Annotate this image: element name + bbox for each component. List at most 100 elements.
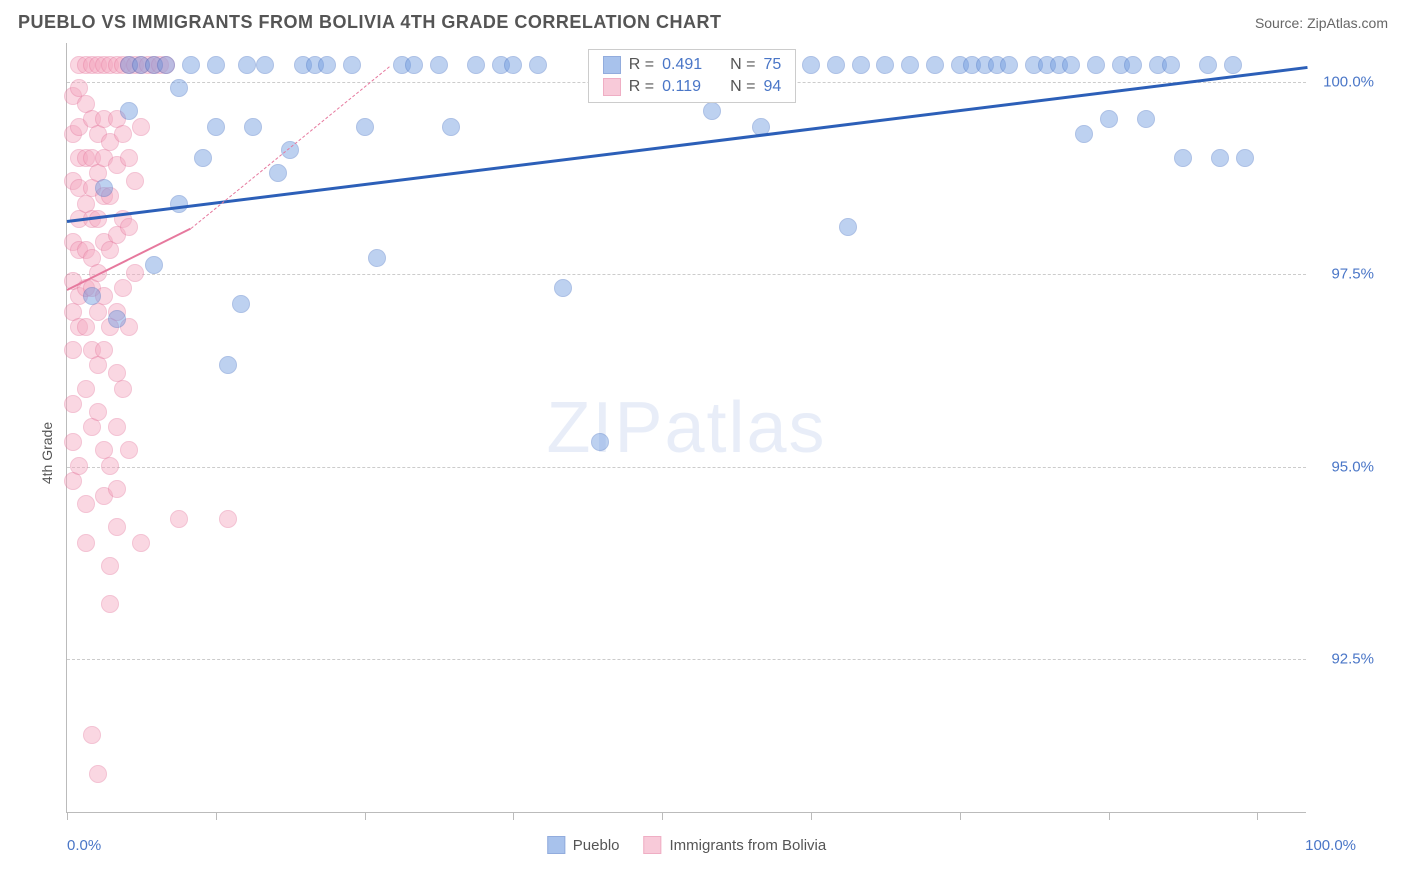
watermark-text: ZIPatlas (546, 387, 826, 469)
x-tick (67, 812, 68, 820)
x-axis-max-label: 100.0% (1305, 837, 1356, 854)
scatter-point (83, 418, 101, 436)
scatter-point (108, 310, 126, 328)
scatter-point (95, 341, 113, 359)
scatter-point (839, 218, 857, 236)
scatter-point (83, 726, 101, 744)
scatter-point (1162, 56, 1180, 74)
legend-swatch (547, 836, 565, 854)
x-axis-min-label: 0.0% (67, 837, 101, 854)
legend-row: R = 0.119 N = 94 (589, 76, 795, 98)
y-tick-label: 92.5% (1314, 651, 1374, 668)
scatter-point (114, 380, 132, 398)
scatter-point (1236, 149, 1254, 167)
scatter-point (926, 56, 944, 74)
scatter-point (356, 118, 374, 136)
scatter-point (132, 118, 150, 136)
plot-area: ZIPatlas 92.5%95.0%97.5%100.0%0.0%100.0%… (66, 43, 1306, 813)
scatter-point (1124, 56, 1142, 74)
scatter-point (108, 418, 126, 436)
scatter-point (827, 56, 845, 74)
legend-r-label: R = (629, 56, 654, 74)
scatter-point (101, 457, 119, 475)
scatter-point (1174, 149, 1192, 167)
scatter-point (126, 172, 144, 190)
x-tick (1109, 812, 1110, 820)
scatter-point (108, 518, 126, 536)
scatter-point (64, 395, 82, 413)
scatter-point (244, 118, 262, 136)
trend-line (191, 66, 390, 228)
scatter-point (120, 218, 138, 236)
scatter-point (1211, 149, 1229, 167)
scatter-point (591, 433, 609, 451)
scatter-point (901, 56, 919, 74)
scatter-point (64, 433, 82, 451)
scatter-point (89, 765, 107, 783)
scatter-point (120, 102, 138, 120)
x-tick (365, 812, 366, 820)
scatter-point (89, 303, 107, 321)
scatter-point (1137, 110, 1155, 128)
y-tick-label: 95.0% (1314, 458, 1374, 475)
x-tick (216, 812, 217, 820)
scatter-point (64, 472, 82, 490)
x-tick (1257, 812, 1258, 820)
scatter-point (170, 79, 188, 97)
scatter-point (318, 56, 336, 74)
scatter-point (194, 149, 212, 167)
correlation-legend: R =0.491N =75R =0.119N =94 (588, 49, 796, 103)
legend-swatch (603, 56, 621, 74)
chart-container: 4th Grade ZIPatlas 92.5%95.0%97.5%100.0%… (18, 43, 1388, 863)
scatter-point (442, 118, 460, 136)
scatter-point (89, 403, 107, 421)
scatter-point (281, 141, 299, 159)
x-tick (960, 812, 961, 820)
scatter-point (876, 56, 894, 74)
scatter-point (529, 56, 547, 74)
scatter-point (1224, 56, 1242, 74)
series-name: Pueblo (573, 837, 620, 854)
y-tick-label: 97.5% (1314, 266, 1374, 283)
scatter-point (256, 56, 274, 74)
scatter-point (170, 195, 188, 213)
series-legend-item: Immigrants from Bolivia (644, 836, 827, 854)
scatter-point (343, 56, 361, 74)
gridline-h (67, 659, 1306, 660)
scatter-point (1075, 125, 1093, 143)
series-name: Immigrants from Bolivia (670, 837, 827, 854)
scatter-point (219, 356, 237, 374)
scatter-point (554, 279, 572, 297)
scatter-point (182, 56, 200, 74)
x-tick (513, 812, 514, 820)
legend-r-label: R = (629, 78, 654, 96)
legend-r-value: 0.119 (662, 78, 722, 96)
scatter-point (207, 118, 225, 136)
scatter-point (114, 125, 132, 143)
scatter-point (852, 56, 870, 74)
scatter-point (157, 56, 175, 74)
scatter-point (219, 510, 237, 528)
scatter-point (64, 341, 82, 359)
scatter-point (802, 56, 820, 74)
scatter-point (269, 164, 287, 182)
source-attribution: Source: ZipAtlas.com (1255, 15, 1388, 31)
scatter-point (504, 56, 522, 74)
scatter-point (170, 510, 188, 528)
scatter-point (120, 149, 138, 167)
scatter-point (77, 534, 95, 552)
scatter-point (126, 264, 144, 282)
gridline-h (67, 467, 1306, 468)
legend-r-value: 0.491 (662, 56, 722, 74)
scatter-point (232, 295, 250, 313)
scatter-point (703, 102, 721, 120)
scatter-point (89, 356, 107, 374)
scatter-point (467, 56, 485, 74)
scatter-point (405, 56, 423, 74)
x-tick (662, 812, 663, 820)
y-tick-label: 100.0% (1314, 73, 1374, 90)
legend-n-value: 94 (763, 78, 781, 96)
legend-n-label: N = (730, 78, 755, 96)
scatter-point (1062, 56, 1080, 74)
scatter-point (70, 457, 88, 475)
